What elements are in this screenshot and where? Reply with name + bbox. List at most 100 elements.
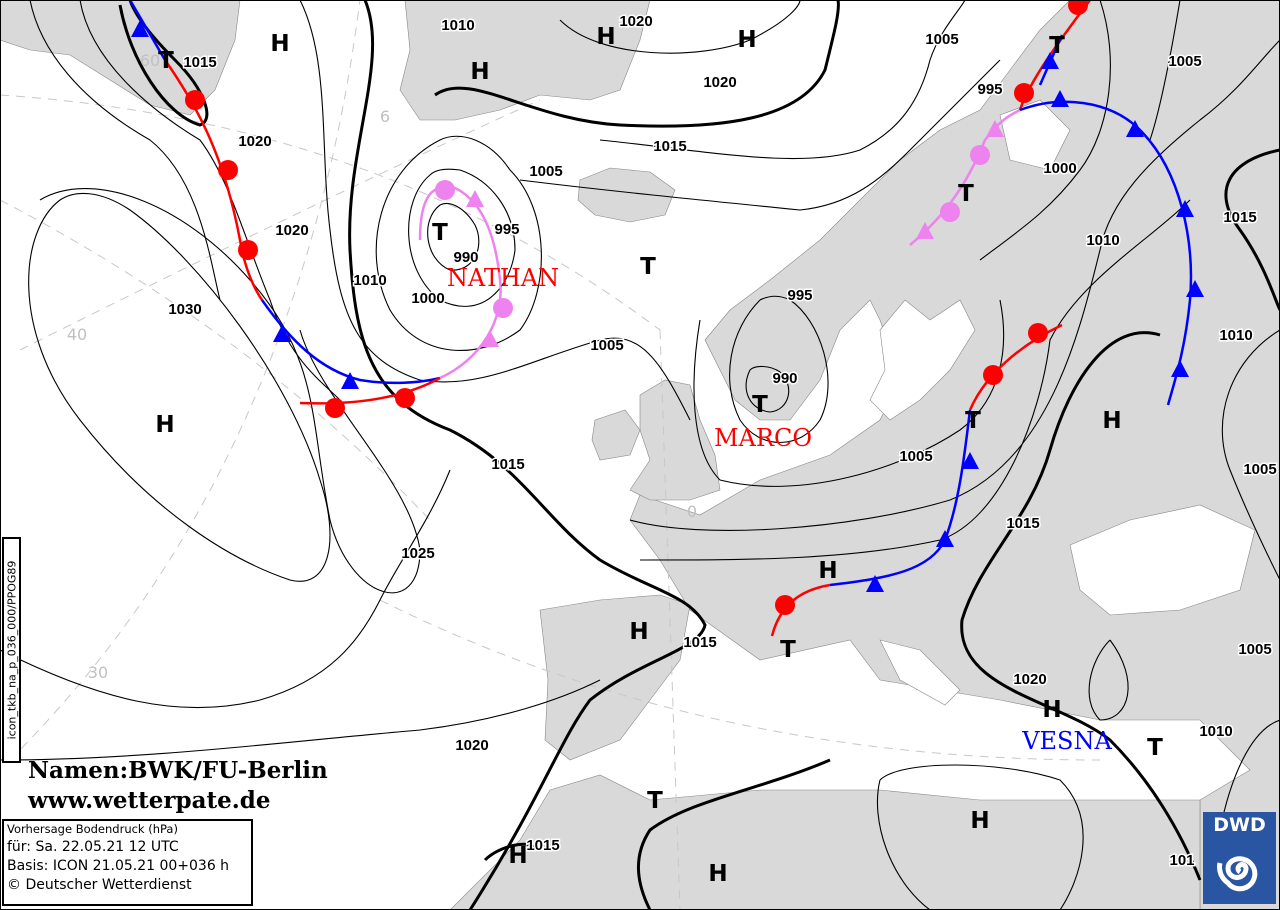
high-pressure-center: H — [1102, 408, 1121, 434]
adriatic — [879, 639, 961, 706]
isobar — [0, 679, 601, 761]
front-semicircle — [940, 202, 960, 222]
front-triangle — [131, 20, 149, 37]
isobar — [408, 168, 516, 307]
info-copyright: © Deutscher Wetterdienst — [7, 877, 192, 893]
isobar — [28, 192, 331, 582]
high-pressure-center: H — [155, 412, 174, 438]
high-pressure-center: H — [737, 27, 756, 53]
low-pressure-center: T — [647, 788, 663, 814]
isobar — [29, 0, 221, 301]
isobar-label: 1015 — [653, 138, 686, 155]
scandinavia-russia — [629, 0, 1280, 910]
isobar-label: 1010 — [1219, 327, 1252, 344]
isobar-thick — [483, 842, 537, 862]
pressure-labels: 1010 102010151020102010301025102010151015… — [167, 12, 1278, 871]
spiral-icon — [1217, 856, 1258, 892]
isobar-label: 995 — [977, 81, 1002, 98]
isobar — [559, 0, 801, 54]
warm-front — [968, 323, 1063, 411]
isobar-label: 1005 — [1168, 53, 1201, 70]
product-code: icon_tkb_na_p_036_000/PPOG89 — [5, 560, 18, 740]
seas — [869, 99, 1256, 706]
isobar — [599, 0, 966, 160]
high-pressure-center: H — [508, 843, 527, 869]
isobar — [39, 188, 421, 594]
isobar-label: 1020 — [619, 13, 652, 30]
isobar-label: 1030 — [168, 301, 201, 318]
low-pressure-center: T — [158, 48, 174, 74]
isobar — [375, 135, 542, 351]
north-africa — [449, 774, 1201, 910]
system-name-marco: MARCO — [714, 424, 812, 452]
isobar — [745, 365, 790, 413]
credit-website[interactable]: www.wetterpate.de — [28, 787, 271, 814]
credit-names: Namen:BWK/FU-Berlin — [28, 757, 328, 784]
front-triangle — [1176, 200, 1194, 217]
isobar-label: 995 — [494, 221, 519, 238]
front-triangle — [1051, 90, 1069, 107]
low-pressure-center: T — [432, 220, 448, 246]
isobar-label: 995 — [787, 287, 812, 304]
credit: Namen:BWK/FU-Berlin www.wetterpate.de — [28, 756, 328, 816]
system-name-vesna: VESNA — [1021, 727, 1112, 755]
isobar — [879, 764, 1084, 910]
high-pressure-center: H — [1042, 697, 1061, 723]
white-sea — [999, 99, 1071, 171]
grid-labels: 60 6 40 30 0 — [67, 51, 697, 682]
isobar — [1221, 329, 1280, 581]
isobar — [876, 779, 931, 910]
britain — [629, 379, 721, 501]
info-basis: Basis: ICON 21.05.21 00+036 h — [7, 858, 230, 874]
high-pressure-center: H — [270, 31, 289, 57]
latitude-label: 6 — [380, 107, 390, 126]
high-pressure-center: H — [470, 59, 489, 85]
front-triangle — [916, 222, 934, 239]
front-semicircle — [775, 595, 795, 615]
isobar-label: 1005 — [1243, 461, 1276, 478]
isobar-label: 1005 — [1238, 641, 1271, 658]
low-pressure-center: T — [1049, 33, 1065, 59]
isobar — [0, 469, 451, 709]
low-pressure-center: T — [640, 254, 656, 280]
isobar — [427, 203, 480, 271]
high-pressure-center: H — [970, 808, 989, 834]
dwd-logo-text: DWD — [1213, 814, 1266, 836]
cold-front — [128, 0, 167, 61]
isobar-thick — [636, 758, 831, 910]
high-pressure-center: H — [708, 861, 727, 887]
fronts — [128, 0, 1204, 637]
low-pressure-center: T — [780, 637, 796, 663]
isobar-thick — [1224, 148, 1280, 311]
front-triangle — [1041, 52, 1059, 69]
latitude-label: 60 — [140, 51, 160, 70]
front-semicircle — [970, 145, 990, 165]
front-semicircle — [185, 90, 205, 110]
front-semicircle — [493, 298, 513, 318]
isobar-label: 1000 — [1043, 160, 1076, 177]
greenland-east — [399, 0, 651, 121]
front-semicircle — [1014, 83, 1034, 103]
front-semicircle — [395, 388, 415, 408]
front-triangle — [1171, 360, 1189, 377]
front-semicircle — [325, 398, 345, 418]
isobar-label: 1005 — [899, 448, 932, 465]
isobar — [639, 199, 1191, 561]
isobar-label: 1010 — [441, 17, 474, 34]
ireland — [591, 409, 641, 461]
isobar-label: 1020 — [1013, 671, 1046, 688]
isobar-label: 101 — [1169, 852, 1194, 869]
product-code-box: icon_tkb_na_p_036_000/PPOG89 — [2, 537, 21, 763]
front-semicircle — [983, 365, 1003, 385]
front-triangle — [466, 190, 484, 207]
isobar — [299, 0, 691, 421]
isobar-label: 1015 — [526, 837, 559, 854]
isobar-label: 1005 — [590, 337, 623, 354]
isobar-label: 1015 — [491, 456, 524, 473]
isobar-label: 1020 — [703, 74, 736, 91]
isobar-thick — [960, 331, 1202, 881]
isobar — [979, 0, 1111, 261]
info-valid: für: Sa. 22.05.21 12 UTC — [7, 839, 179, 855]
